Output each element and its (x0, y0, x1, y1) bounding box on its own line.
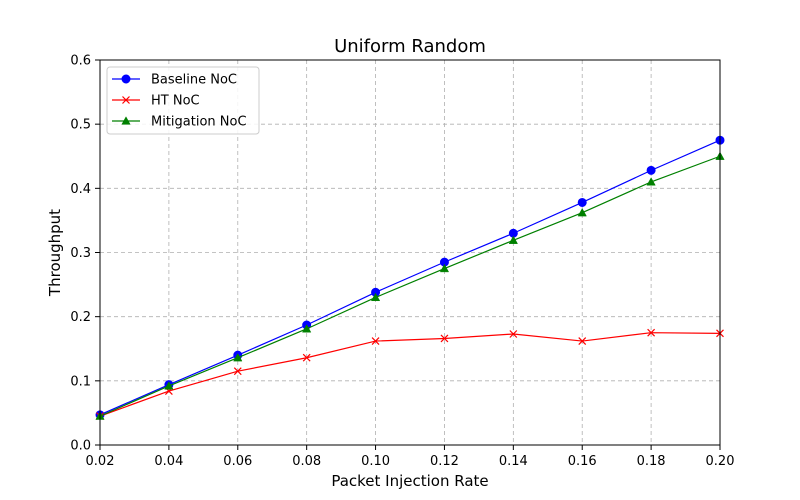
x-tick-label: 0.16 (568, 454, 597, 469)
y-tick-label: 0.1 (70, 374, 91, 389)
y-tick-label: 0.0 (70, 439, 91, 454)
data-point (577, 208, 587, 217)
y-tick-label: 0.3 (70, 246, 91, 261)
data-point (302, 324, 312, 333)
x-tick-label: 0.18 (637, 454, 666, 469)
data-point (646, 177, 656, 186)
series-line (99, 332, 721, 417)
x-axis-title: Packet Injection Rate (331, 472, 488, 490)
data-point (233, 367, 242, 376)
data-point (509, 330, 518, 338)
x-tick-label: 0.02 (86, 454, 115, 469)
data-point (578, 337, 587, 345)
x-tick-label: 0.04 (154, 454, 183, 469)
legend: Baseline NoC HT NoC Mitigation NoC (106, 66, 260, 135)
legend-entry: HT NoC (112, 94, 200, 109)
data-point (371, 337, 380, 345)
legend-label: Baseline NoC (151, 73, 237, 88)
data-point (164, 381, 174, 390)
data-point (646, 165, 656, 175)
x-tick-label: 0.06 (223, 454, 252, 469)
data-point (440, 334, 449, 343)
legend-box (106, 66, 260, 135)
x-tick-label: 0.08 (292, 454, 321, 469)
data-point (577, 197, 587, 207)
x-tick-label: 0.14 (499, 454, 528, 469)
y-tick-label: 0.4 (70, 182, 91, 197)
y-tick-label: 0.5 (70, 118, 91, 133)
x-tick-label: 0.12 (430, 454, 459, 469)
legend-label: HT NoC (151, 94, 200, 109)
x-tick-label: 0.10 (361, 454, 390, 469)
legend-entry: Mitigation NoC (112, 115, 247, 130)
y-axis-title: Throughput (46, 209, 64, 297)
legend-entry: Baseline NoC (112, 73, 237, 88)
legend-swatch-marker (122, 96, 130, 104)
series-layer (95, 135, 725, 421)
legend-label: Mitigation NoC (151, 115, 247, 130)
series-mitigation-noc (95, 151, 725, 420)
series-line (99, 139, 721, 416)
chart-title: Uniform Random (334, 36, 486, 57)
y-tick-label: 0.6 (70, 54, 91, 69)
y-tick-label: 0.2 (70, 310, 91, 325)
data-point (233, 353, 243, 362)
x-axis: 0.02 0.04 0.06 0.08 0.10 0.12 0.14 0.16 0.18 0.20 (86, 445, 735, 469)
data-point (647, 328, 656, 337)
legend-swatch-marker (121, 74, 131, 84)
legend-swatch-marker (121, 116, 131, 125)
x-tick-label: 0.20 (706, 454, 735, 469)
data-point (370, 292, 381, 302)
y-axis: 0.0 0.1 0.2 0.3 0.4 0.5 0.6 (70, 54, 100, 454)
series-line (99, 155, 721, 417)
data-point (508, 235, 518, 244)
data-point (439, 263, 450, 273)
data-point (302, 353, 311, 362)
